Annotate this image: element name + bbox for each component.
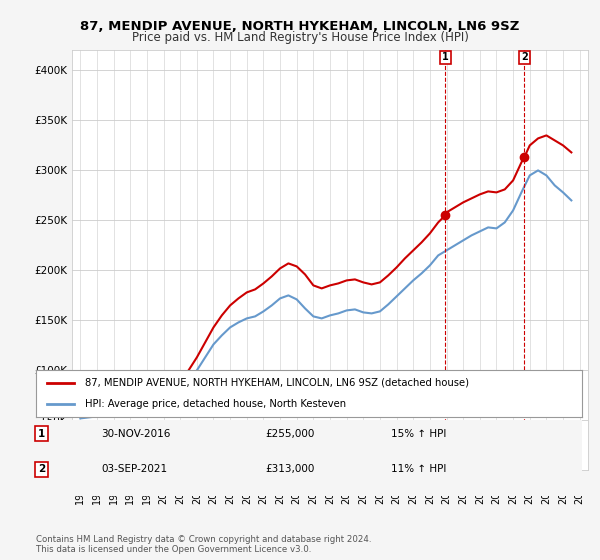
Text: Price paid vs. HM Land Registry's House Price Index (HPI): Price paid vs. HM Land Registry's House … [131,31,469,44]
Text: 30-NOV-2016: 30-NOV-2016 [101,428,171,438]
Text: Contains HM Land Registry data © Crown copyright and database right 2024.
This d: Contains HM Land Registry data © Crown c… [36,535,371,554]
Text: £255,000: £255,000 [265,428,314,438]
Text: 2: 2 [38,464,45,474]
Text: £313,000: £313,000 [265,464,314,474]
Text: 2: 2 [521,53,527,63]
Text: 1: 1 [38,428,45,438]
Text: 1: 1 [442,53,449,63]
Text: 03-SEP-2021: 03-SEP-2021 [101,464,167,474]
Text: HPI: Average price, detached house, North Kesteven: HPI: Average price, detached house, Nort… [85,399,346,409]
Text: 15% ↑ HPI: 15% ↑ HPI [391,428,446,438]
Text: 11% ↑ HPI: 11% ↑ HPI [391,464,446,474]
Text: 87, MENDIP AVENUE, NORTH HYKEHAM, LINCOLN, LN6 9SZ (detached house): 87, MENDIP AVENUE, NORTH HYKEHAM, LINCOL… [85,378,469,388]
Text: 87, MENDIP AVENUE, NORTH HYKEHAM, LINCOLN, LN6 9SZ: 87, MENDIP AVENUE, NORTH HYKEHAM, LINCOL… [80,20,520,32]
